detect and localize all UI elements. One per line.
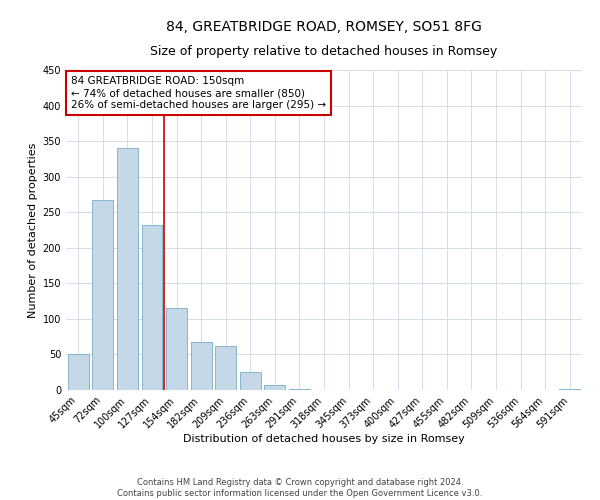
Bar bbox=[191, 342, 212, 390]
Bar bbox=[166, 308, 187, 390]
Bar bbox=[142, 225, 163, 390]
Bar bbox=[68, 354, 89, 390]
Y-axis label: Number of detached properties: Number of detached properties bbox=[28, 142, 38, 318]
Bar bbox=[215, 346, 236, 390]
Bar bbox=[559, 388, 580, 390]
Text: Size of property relative to detached houses in Romsey: Size of property relative to detached ho… bbox=[151, 45, 497, 58]
Bar bbox=[117, 148, 138, 390]
Bar bbox=[92, 200, 113, 390]
Text: 84, GREATBRIDGE ROAD, ROMSEY, SO51 8FG: 84, GREATBRIDGE ROAD, ROMSEY, SO51 8FG bbox=[166, 20, 482, 34]
Text: 84 GREATBRIDGE ROAD: 150sqm
← 74% of detached houses are smaller (850)
26% of se: 84 GREATBRIDGE ROAD: 150sqm ← 74% of det… bbox=[71, 76, 326, 110]
X-axis label: Distribution of detached houses by size in Romsey: Distribution of detached houses by size … bbox=[183, 434, 465, 444]
Text: Contains HM Land Registry data © Crown copyright and database right 2024.
Contai: Contains HM Land Registry data © Crown c… bbox=[118, 478, 482, 498]
Bar bbox=[240, 372, 261, 390]
Bar bbox=[265, 385, 286, 390]
